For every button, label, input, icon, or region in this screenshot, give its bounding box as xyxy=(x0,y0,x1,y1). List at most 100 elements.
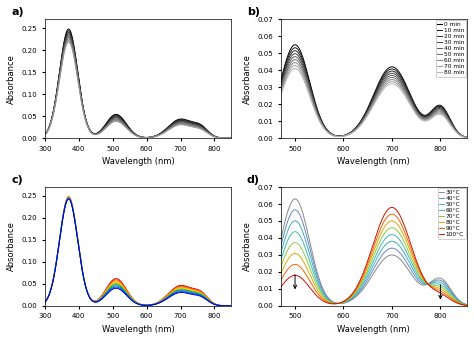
50°C xyxy=(292,219,298,223)
40 min xyxy=(277,90,283,94)
Text: b): b) xyxy=(247,7,260,17)
60 min xyxy=(277,93,283,98)
Legend: 0 min, 10 min, 20 min, 30 min, 40 min, 50 min, 60 min, 70 min, 80 min: 0 min, 10 min, 20 min, 30 min, 40 min, 5… xyxy=(436,20,466,77)
80 min xyxy=(462,135,467,139)
60°C xyxy=(292,229,298,234)
10 min xyxy=(292,46,298,50)
60°C xyxy=(277,262,283,266)
70°C xyxy=(367,262,373,266)
Line: 90°C: 90°C xyxy=(280,214,468,306)
X-axis label: Wavelength (nm): Wavelength (nm) xyxy=(102,325,174,334)
60 min xyxy=(379,85,385,89)
50°C xyxy=(367,270,373,275)
Text: d): d) xyxy=(247,175,260,185)
80 min xyxy=(390,82,395,86)
50°C xyxy=(379,247,385,251)
50°C xyxy=(465,303,471,307)
80 min xyxy=(277,97,283,101)
30 min xyxy=(465,136,471,140)
Y-axis label: Absorbance: Absorbance xyxy=(243,54,252,104)
40°C xyxy=(462,302,467,306)
30 min xyxy=(432,108,438,113)
100°C xyxy=(465,303,471,308)
90°C xyxy=(379,224,384,228)
100°C xyxy=(390,205,395,209)
0 min xyxy=(432,105,438,109)
50°C xyxy=(462,302,467,306)
Y-axis label: Absorbance: Absorbance xyxy=(7,54,16,104)
70 min xyxy=(277,95,283,99)
30 min xyxy=(277,88,283,92)
0 min xyxy=(277,83,283,87)
80°C xyxy=(277,274,283,278)
10 min xyxy=(462,135,467,139)
40°C xyxy=(367,274,373,278)
Line: 0 min: 0 min xyxy=(280,45,468,138)
40 min xyxy=(432,110,438,114)
10 min xyxy=(465,136,471,140)
60°C xyxy=(465,303,471,307)
100°C xyxy=(462,303,467,307)
50°C xyxy=(368,268,374,272)
40°C xyxy=(292,208,298,212)
90°C xyxy=(277,280,283,284)
40 min xyxy=(367,106,373,110)
Line: 100°C: 100°C xyxy=(280,207,468,306)
50 min xyxy=(432,111,438,115)
Text: a): a) xyxy=(11,7,24,17)
50 min xyxy=(367,107,373,111)
0 min xyxy=(379,74,385,78)
20 min xyxy=(277,87,283,91)
60°C xyxy=(432,282,438,286)
70°C xyxy=(465,303,471,307)
60 min xyxy=(292,61,298,65)
30°C xyxy=(390,253,395,257)
40 min xyxy=(465,136,471,140)
Y-axis label: Absorbance: Absorbance xyxy=(7,222,16,271)
0 min xyxy=(390,65,395,69)
50 min xyxy=(292,58,298,62)
0 min xyxy=(465,136,471,140)
70°C xyxy=(390,226,395,230)
Line: 50 min: 50 min xyxy=(280,60,468,138)
Line: 50°C: 50°C xyxy=(280,221,468,305)
30°C xyxy=(462,302,467,306)
Line: 20 min: 20 min xyxy=(280,51,468,138)
0 min xyxy=(462,135,467,139)
10 min xyxy=(390,67,395,71)
X-axis label: Wavelength (nm): Wavelength (nm) xyxy=(102,157,174,166)
40°C xyxy=(277,250,283,254)
70 min xyxy=(465,136,471,140)
0 min xyxy=(367,102,373,106)
90°C xyxy=(366,257,372,262)
30 min xyxy=(462,135,467,139)
80°C xyxy=(465,303,471,308)
30 min xyxy=(367,105,373,109)
40 min xyxy=(462,135,467,139)
70 min xyxy=(462,135,467,139)
70°C xyxy=(366,264,372,268)
40°C xyxy=(390,246,395,250)
30°C xyxy=(367,278,373,282)
20 min xyxy=(432,107,438,112)
0 min xyxy=(292,43,298,47)
Line: 70°C: 70°C xyxy=(280,228,468,305)
40 min xyxy=(292,55,298,59)
50°C xyxy=(390,239,395,243)
50 min xyxy=(462,135,467,139)
80°C xyxy=(379,230,384,234)
40°C xyxy=(432,279,438,283)
90°C xyxy=(390,212,395,216)
90°C xyxy=(462,303,467,307)
80°C xyxy=(390,219,395,223)
90°C xyxy=(389,212,395,216)
20 min xyxy=(367,104,373,108)
100°C xyxy=(367,251,373,255)
0 min xyxy=(368,99,374,103)
10 min xyxy=(367,103,373,107)
20 min xyxy=(379,78,385,82)
80°C xyxy=(389,219,395,223)
Line: 60 min: 60 min xyxy=(280,63,468,138)
60 min xyxy=(432,112,438,116)
50°C xyxy=(277,256,283,260)
